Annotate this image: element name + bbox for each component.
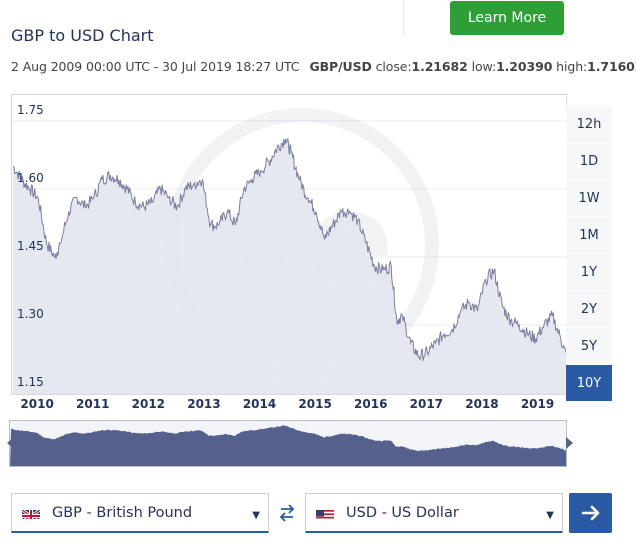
y-tick-label: 1.45 — [17, 238, 44, 253]
range-button-12h[interactable]: 12h — [566, 106, 612, 143]
chart-info: 2 Aug 2009 00:00 UTC - 30 Jul 2019 18:27… — [11, 59, 636, 74]
to-currency-select[interactable]: USD - US Dollar ▼ — [305, 493, 563, 533]
low-label: low: — [471, 59, 497, 74]
high-label: high: — [556, 59, 588, 74]
price-area — [13, 138, 566, 394]
y-tick-label: 1.15 — [17, 375, 44, 389]
us-flag-icon — [316, 507, 334, 519]
y-tick-label: 1.60 — [17, 170, 44, 185]
currency-pair: GBP/USD — [309, 59, 372, 74]
x-tick-label: 2018 — [465, 397, 499, 411]
x-tick-label: 2017 — [409, 397, 444, 411]
to-currency-label: USD - US Dollar — [346, 504, 459, 521]
x-tick-label: 2019 — [520, 397, 555, 411]
range-button-1w[interactable]: 1W — [566, 180, 612, 217]
chevron-down-icon: ▼ — [546, 510, 554, 521]
navigator-right-handle[interactable] — [566, 437, 573, 449]
range-selector: 12h 1D 1W 1M 1Y 2Y 5Y 10Y — [566, 106, 612, 402]
page-title: GBP to USD Chart — [11, 26, 154, 45]
header-divider — [403, 0, 404, 36]
navigator-left-handle[interactable] — [7, 437, 14, 449]
low-value: 1.20390 — [496, 59, 553, 74]
from-currency-label: GBP - British Pound — [52, 504, 193, 521]
learn-more-button[interactable]: Learn More — [450, 1, 564, 35]
uk-flag-icon — [22, 507, 40, 519]
main-chart[interactable]: xe 1.75 1.60 1.45 1.30 1.15 — [11, 94, 567, 395]
from-currency-select[interactable]: GBP - British Pound ▼ — [11, 493, 269, 533]
x-tick-label: 2014 — [242, 397, 277, 411]
x-tick-label: 2011 — [76, 397, 110, 411]
range-button-1y[interactable]: 1Y — [566, 254, 612, 291]
chart-svg: xe — [12, 108, 566, 394]
range-button-1d[interactable]: 1D — [566, 143, 612, 180]
y-tick-label: 1.75 — [17, 102, 44, 117]
close-value: 1.21682 — [411, 59, 468, 74]
y-tick-label: 1.30 — [17, 306, 44, 321]
price-line — [12, 138, 566, 361]
x-tick-label: 2015 — [298, 397, 332, 411]
date-range: 2 Aug 2009 00:00 UTC - 30 Jul 2019 18:27… — [11, 59, 300, 74]
x-tick-label: 2016 — [354, 397, 388, 411]
navigator-svg — [10, 425, 566, 466]
navigator-area — [10, 425, 566, 466]
range-button-1m[interactable]: 1M — [566, 217, 612, 254]
arrow-right-icon — [581, 505, 599, 521]
x-tick-label: 2012 — [131, 397, 166, 411]
range-button-5y[interactable]: 5Y — [566, 328, 612, 365]
swap-icon[interactable] — [278, 503, 296, 523]
x-tick-label: 2013 — [187, 397, 221, 411]
range-button-10y[interactable]: 10Y — [566, 365, 612, 402]
high-value: 1.71602 — [587, 59, 636, 74]
x-tick-label: 2010 — [20, 397, 54, 411]
close-label: close: — [375, 59, 412, 74]
navigator[interactable] — [9, 420, 567, 467]
range-button-2y[interactable]: 2Y — [566, 291, 612, 328]
chevron-down-icon: ▼ — [252, 510, 260, 521]
convert-button[interactable] — [569, 493, 612, 533]
